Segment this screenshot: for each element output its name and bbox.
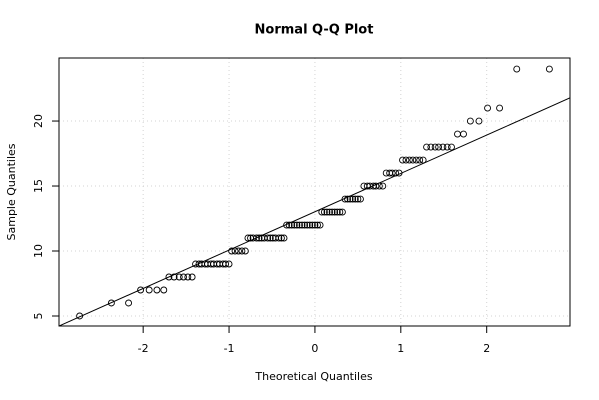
- point: [188, 273, 196, 281]
- point: [264, 234, 272, 242]
- point: [235, 247, 242, 255]
- point: [331, 208, 339, 216]
- point: [275, 234, 283, 242]
- reference-line: [59, 97, 570, 326]
- point: [160, 286, 168, 294]
- point: [416, 156, 424, 164]
- point: [460, 130, 467, 138]
- point: [454, 130, 461, 138]
- point: [277, 234, 285, 242]
- point: [448, 143, 455, 151]
- point: [423, 143, 431, 151]
- point: [238, 247, 246, 255]
- plot-box: [58, 57, 571, 327]
- y-tick-label: 5: [32, 312, 45, 319]
- point: [328, 208, 336, 216]
- x-tick-label: 0: [311, 342, 318, 355]
- point: [253, 234, 260, 242]
- point: [180, 273, 187, 281]
- point: [443, 143, 451, 151]
- point: [244, 234, 252, 242]
- point: [311, 221, 319, 229]
- point: [231, 247, 239, 255]
- point: [323, 208, 331, 216]
- point: [388, 169, 396, 177]
- point: [170, 273, 178, 281]
- point: [402, 156, 410, 164]
- point: [405, 156, 413, 164]
- point: [349, 195, 357, 203]
- point: [341, 195, 349, 203]
- y-tick-label: 10: [32, 244, 45, 258]
- point: [165, 273, 173, 281]
- point: [306, 221, 314, 229]
- point: [439, 143, 447, 151]
- point: [475, 117, 483, 125]
- point: [496, 104, 504, 112]
- point: [283, 221, 291, 229]
- point: [379, 182, 387, 190]
- point: [333, 208, 341, 216]
- point: [326, 208, 333, 216]
- point: [338, 208, 346, 216]
- point: [336, 208, 344, 216]
- point: [145, 286, 153, 294]
- point: [431, 143, 439, 151]
- point: [513, 65, 521, 73]
- x-tick-label: 1: [397, 342, 404, 355]
- point: [301, 221, 309, 229]
- x-tick-label: -1: [224, 342, 235, 355]
- point: [484, 104, 492, 112]
- point: [427, 143, 435, 151]
- chart-title: Normal Q-Q Plot: [255, 23, 374, 38]
- point: [222, 260, 230, 268]
- point: [412, 156, 420, 164]
- point: [314, 221, 321, 229]
- point: [316, 221, 324, 229]
- point: [399, 156, 406, 164]
- point: [466, 117, 474, 125]
- point: [293, 221, 301, 229]
- point: [320, 208, 328, 216]
- x-tick-label: 2: [483, 342, 490, 355]
- y-axis-label: Sample Quantiles: [5, 143, 18, 240]
- point: [241, 247, 249, 255]
- point: [296, 221, 303, 229]
- point: [308, 221, 316, 229]
- point: [298, 221, 306, 229]
- point: [266, 234, 274, 242]
- point: [225, 260, 233, 268]
- point: [435, 143, 443, 151]
- y-tick-label: 20: [32, 114, 45, 128]
- point: [545, 65, 553, 73]
- point: [351, 195, 359, 203]
- point: [290, 221, 298, 229]
- y-tick-label: 15: [32, 179, 45, 193]
- point: [184, 273, 192, 281]
- point: [280, 234, 288, 242]
- point: [137, 286, 145, 294]
- point: [228, 247, 236, 255]
- point: [356, 195, 364, 203]
- x-tick-label: -2: [138, 342, 149, 355]
- x-axis-label: Theoretical Quantiles: [254, 370, 372, 383]
- point: [153, 286, 161, 294]
- point: [354, 195, 362, 203]
- point: [125, 299, 133, 307]
- point: [175, 273, 183, 281]
- point: [107, 299, 115, 307]
- point: [303, 221, 311, 229]
- point: [409, 156, 417, 164]
